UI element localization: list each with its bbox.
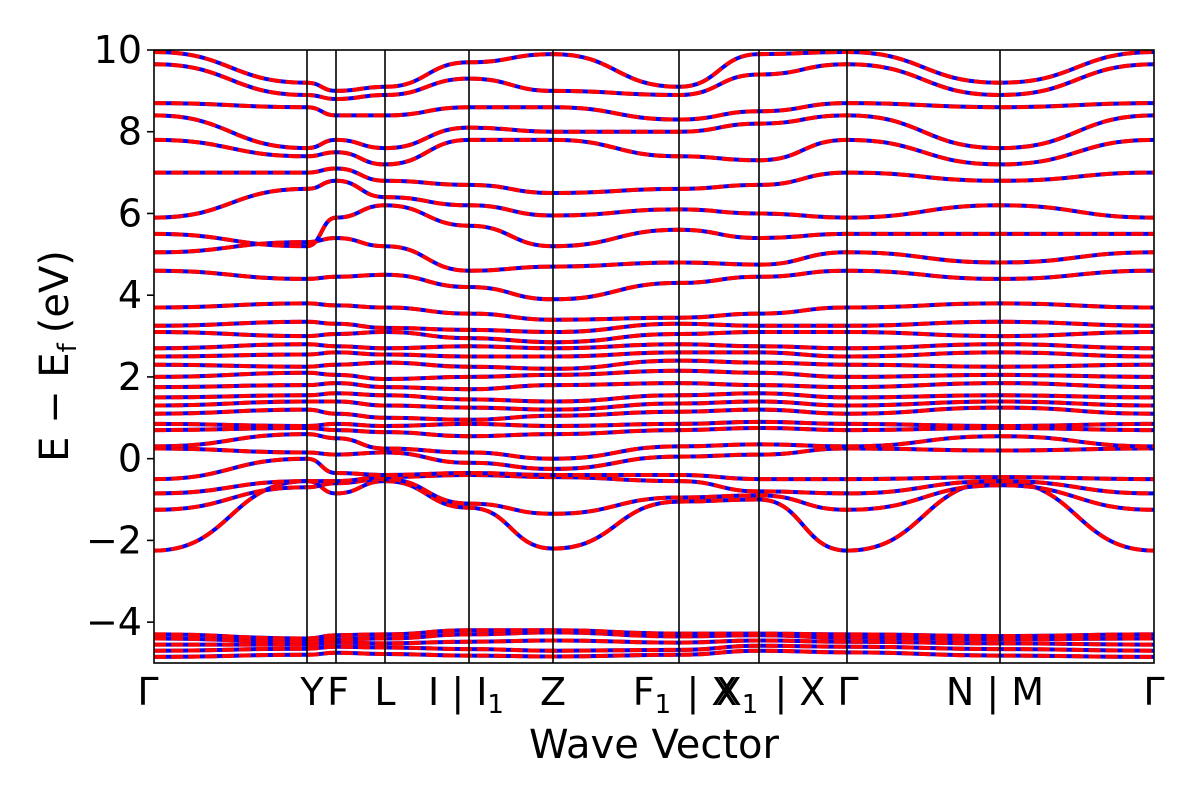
x-tick-label-0: Γ	[137, 670, 158, 714]
y-tick-label-5: 6	[118, 191, 142, 235]
band-line-dashed-19	[154, 350, 1154, 359]
x-tick-label-10: Γ	[837, 670, 858, 714]
band-line-6	[154, 477, 1154, 516]
band-line-dashed-32	[154, 62, 1154, 102]
band-line-dashed-27	[154, 178, 1154, 220]
band-line-dashed-6	[154, 477, 1154, 516]
band-line-dashed-11	[154, 425, 1154, 439]
band-line-27	[154, 178, 1154, 220]
x-tick-label-6: F1	[633, 670, 671, 720]
x-tick-label-8: X1	[716, 670, 759, 720]
band-line-dashed-3	[154, 630, 1154, 644]
plot-frame	[153, 49, 1155, 664]
x-tick-label-11: N | M	[946, 670, 1044, 715]
y-tick-label-0: −4	[86, 600, 142, 644]
band-line-dashed-29	[154, 137, 1154, 167]
band-line-dashed-16	[154, 381, 1154, 392]
band-line-dashed-0	[154, 648, 1154, 659]
band-line-dashed-5	[154, 479, 1154, 553]
band-line-dashed-25	[154, 235, 1154, 273]
band-line-dashed-33	[154, 50, 1154, 93]
band-line-29	[154, 137, 1154, 167]
y-axis-label-sub: f	[53, 342, 83, 352]
y-tick-label-6: 8	[118, 110, 142, 154]
y-axis-label-unit: (eV)	[32, 250, 78, 333]
y-tick-label-3: 2	[118, 355, 142, 399]
band-line-5	[154, 479, 1154, 553]
x-tick-label-7: | X	[687, 670, 738, 715]
band-line-dashed-20	[154, 342, 1154, 351]
band-line-25	[154, 235, 1154, 273]
y-tick-label-4: 4	[118, 273, 142, 317]
x-tick-label-2: F	[327, 670, 349, 714]
band-line-dashed-13	[154, 405, 1154, 422]
kpath-lines	[306, 50, 1001, 663]
band-line-dashed-22	[154, 319, 1154, 335]
y-tick-label-1: −2	[86, 518, 142, 562]
band-line-dashed-10	[154, 432, 1154, 461]
x-tick-label-3: L	[374, 670, 395, 714]
band-line-dashed-21	[154, 329, 1154, 345]
band-line-dashed-9	[154, 446, 1154, 471]
y-axis-label: E − Ef (eV)	[32, 250, 83, 462]
band-line-dashed-4	[154, 628, 1154, 641]
band-line-dashed-15	[154, 391, 1154, 404]
x-tick-label-5: Z	[540, 670, 566, 714]
x-axis-label: Wave Vector	[529, 722, 780, 768]
band-line-dashed-18	[154, 358, 1154, 371]
y-axis: −4 −2 0 2 4 6 8 10	[86, 28, 154, 644]
band-line-dashed-2	[154, 638, 1154, 647]
band-line-dashed-12	[154, 419, 1154, 429]
band-line-dashed-14	[154, 399, 1154, 412]
band-line-dashed-17	[154, 368, 1154, 382]
y-tick-label-7: 10	[94, 28, 142, 72]
band-line-dashed-31	[154, 101, 1154, 122]
band-line-dashed-28	[154, 166, 1154, 196]
band-line-dashed-23	[154, 301, 1154, 322]
x-tick-label-9: | X	[775, 670, 826, 715]
x-tick-label-4: I | I1	[428, 670, 504, 720]
band-line-dashed-8	[154, 456, 1154, 482]
bands-layer	[154, 50, 1154, 659]
band-line-dashed-24	[154, 268, 1154, 302]
y-axis-label-main: E − E	[32, 352, 78, 462]
x-tick-label-12: Γ	[1143, 670, 1164, 714]
band-line-dashed-7	[154, 472, 1154, 496]
y-tick-label-2: 0	[118, 437, 142, 481]
x-tick-label-1: Y	[299, 670, 324, 714]
band-line-dashed-26	[154, 203, 1154, 249]
band-line-dashed-1	[154, 643, 1154, 653]
band-line-dashed-30	[154, 113, 1154, 151]
